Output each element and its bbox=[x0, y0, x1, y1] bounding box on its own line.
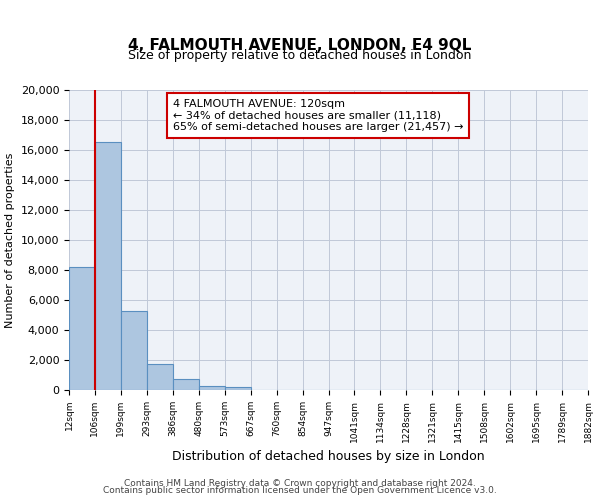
Bar bbox=[147, 364, 173, 390]
Bar bbox=[225, 386, 251, 390]
Bar bbox=[199, 386, 224, 390]
Text: 4, FALMOUTH AVENUE, LONDON, E4 9QL: 4, FALMOUTH AVENUE, LONDON, E4 9QL bbox=[128, 38, 472, 52]
Y-axis label: Number of detached properties: Number of detached properties bbox=[5, 152, 15, 328]
Text: Contains public sector information licensed under the Open Government Licence v3: Contains public sector information licen… bbox=[103, 486, 497, 495]
X-axis label: Distribution of detached houses by size in London: Distribution of detached houses by size … bbox=[172, 450, 485, 463]
Bar bbox=[69, 267, 95, 390]
Bar bbox=[121, 310, 147, 390]
Text: Size of property relative to detached houses in London: Size of property relative to detached ho… bbox=[128, 50, 472, 62]
Bar bbox=[173, 379, 199, 390]
Text: Contains HM Land Registry data © Crown copyright and database right 2024.: Contains HM Land Registry data © Crown c… bbox=[124, 478, 476, 488]
Text: 4 FALMOUTH AVENUE: 120sqm
← 34% of detached houses are smaller (11,118)
65% of s: 4 FALMOUTH AVENUE: 120sqm ← 34% of detac… bbox=[173, 99, 463, 132]
Bar bbox=[95, 142, 121, 390]
